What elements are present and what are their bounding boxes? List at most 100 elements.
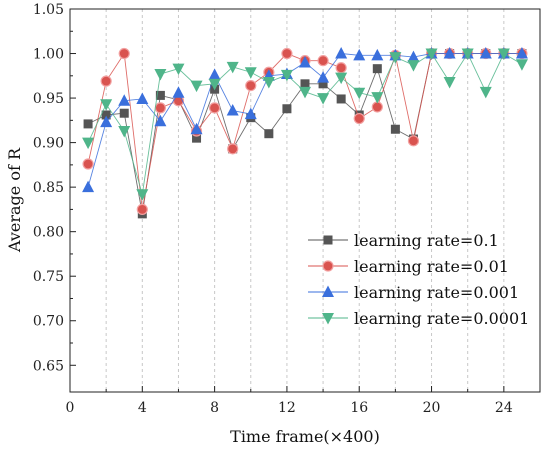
legend-entry: learning rate=0.001 (308, 283, 519, 302)
y-tick-label: 0.85 (33, 180, 64, 196)
x-tick-label: 12 (278, 400, 296, 416)
data-point (154, 69, 167, 81)
data-point (461, 48, 474, 61)
data-point (118, 94, 131, 106)
data-point (118, 47, 130, 60)
x-axis-title: Time frame(×400) (230, 427, 380, 446)
data-point (335, 47, 348, 59)
data-point (299, 55, 311, 68)
data-point (244, 67, 257, 79)
data-point (515, 47, 528, 59)
x-tick-label: 20 (423, 400, 441, 416)
data-point (172, 63, 185, 76)
legend: learning rate=0.1 learning rate=0.01 learn… (308, 231, 529, 328)
data-point (136, 189, 149, 201)
legend-marker (322, 260, 334, 272)
data-point (371, 48, 384, 61)
data-point (281, 47, 293, 60)
data-point (479, 47, 492, 59)
data-point (82, 180, 95, 193)
data-point (244, 107, 257, 120)
y-tick-label: 1.05 (33, 2, 64, 18)
x-tick-label: 0 (66, 400, 75, 416)
y-tick-label: 0.70 (33, 314, 64, 330)
legend-label: learning rate=0.001 (354, 283, 519, 302)
data-point (226, 104, 239, 116)
legend-marker (323, 235, 333, 245)
x-tick-label: 24 (495, 400, 513, 416)
data-point (264, 129, 274, 139)
series-group (82, 47, 528, 219)
data-point (119, 108, 129, 118)
data-point (335, 62, 347, 74)
legend-label: learning rate=0.0001 (354, 309, 529, 328)
data-point (407, 135, 420, 147)
data-point (353, 48, 366, 61)
data-point (82, 158, 94, 170)
data-point (101, 110, 111, 120)
axes: 0 4 8 12 16 20 24 0.65 0.70 0.75 0.80 0.85 0.90 0.95 1… (33, 2, 513, 416)
legend-entry: learning rate=0.0001 (308, 309, 529, 328)
data-point (154, 102, 166, 114)
data-point (497, 48, 510, 61)
data-point (155, 90, 165, 100)
y-tick-label: 0.95 (33, 91, 64, 107)
data-point (190, 80, 203, 93)
data-point (515, 59, 528, 71)
data-point (317, 93, 330, 105)
data-point (208, 78, 221, 91)
data-point (154, 114, 167, 127)
data-point (245, 79, 257, 92)
data-point (407, 60, 420, 72)
data-point (299, 86, 311, 99)
data-point (282, 104, 292, 114)
legend-marker (322, 285, 334, 297)
legend-entry: learning rate=0.1 (308, 231, 499, 250)
data-point (262, 77, 275, 89)
data-point (118, 126, 131, 138)
y-tick-label: 1.00 (33, 47, 64, 63)
x-tick-label: 8 (210, 400, 219, 416)
data-point (389, 52, 402, 64)
data-point (100, 115, 113, 128)
y-tick-label: 0.80 (33, 225, 64, 241)
grid-lines (105, 9, 505, 392)
plot-frame (69, 8, 541, 393)
legend-label: learning rate=0.1 (354, 231, 499, 250)
data-point (479, 86, 492, 99)
data-point (353, 87, 366, 100)
data-point (136, 92, 149, 104)
data-point (100, 99, 113, 111)
data-point (407, 50, 420, 63)
plot-area (70, 9, 540, 392)
x-tick-label: 16 (350, 400, 368, 416)
data-point (82, 137, 95, 150)
data-point (371, 92, 384, 104)
data-point (425, 48, 438, 61)
data-point (317, 71, 330, 83)
data-point (226, 61, 239, 74)
data-point (100, 75, 112, 87)
data-point (172, 86, 185, 98)
data-point (335, 72, 348, 85)
legend-entry: learning rate=0.01 (308, 257, 509, 276)
data-point (208, 68, 221, 80)
data-point (336, 94, 346, 104)
data-point (443, 77, 456, 89)
series-4 (82, 48, 528, 201)
y-tick-label: 0.90 (33, 136, 64, 152)
data-point (192, 133, 202, 143)
data-point (443, 47, 456, 59)
data-point (318, 79, 328, 89)
data-point (390, 124, 400, 134)
legend-marker (322, 313, 334, 325)
data-point (227, 143, 239, 155)
legend-label: learning rate=0.01 (354, 257, 509, 276)
data-point (209, 102, 221, 114)
data-point (136, 203, 148, 216)
x-tick-label: 4 (138, 400, 147, 416)
data-point (317, 55, 329, 67)
y-tick-label: 0.75 (33, 269, 64, 285)
data-point (372, 64, 382, 74)
